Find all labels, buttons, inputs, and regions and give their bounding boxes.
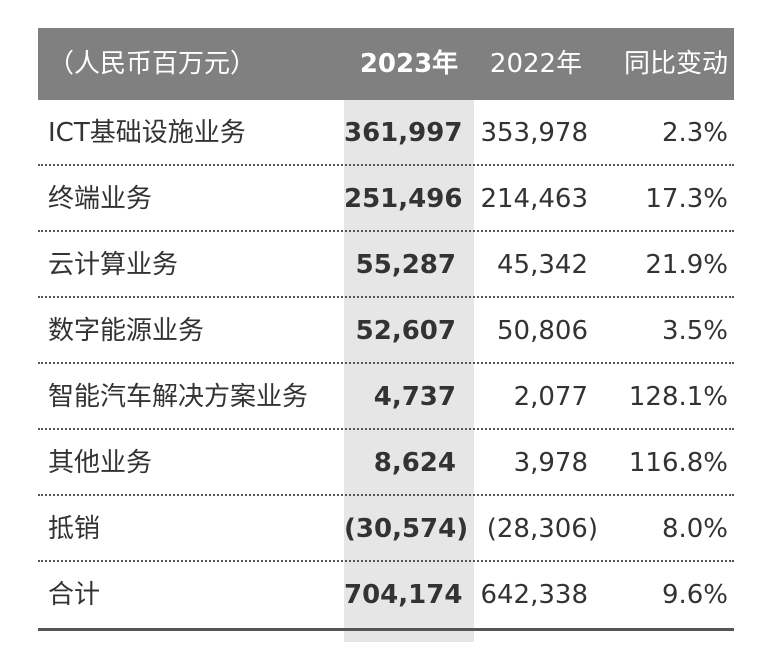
yoy-change: 116.8% — [628, 448, 728, 478]
table-row: 终端业务 251,496 214,463 17.3% — [38, 166, 734, 232]
row-divider — [38, 428, 734, 430]
segment-name: 智能汽车解决方案业务 — [48, 382, 309, 412]
value-2023: 361,997 — [344, 118, 463, 148]
yoy-change: 3.5% — [661, 316, 728, 346]
yoy-change: 2.3% — [661, 118, 728, 148]
yoy-change: 8.0% — [661, 514, 728, 544]
header-change: 同比变动 — [623, 49, 728, 79]
yoy-change: 17.3% — [645, 184, 728, 214]
value-2022: 214,463 — [480, 184, 588, 214]
table-header: （人民币百万元） 2023年 2022年 同比变动 — [38, 28, 734, 100]
value-2023: 704,174 — [344, 580, 463, 610]
segment-name: 云计算业务 — [48, 250, 179, 280]
value-2022: (28,306) — [486, 514, 598, 544]
value-2023: 251,496 — [344, 184, 463, 214]
value-2022: 45,342 — [497, 250, 588, 280]
segment-name: 抵销 — [48, 514, 101, 544]
yoy-change: 128.1% — [628, 382, 728, 412]
value-2022: 2,077 — [513, 382, 588, 412]
yoy-change: 21.9% — [645, 250, 728, 280]
table-row: 数字能源业务 52,607 50,806 3.5% — [38, 298, 734, 364]
value-2022: 353,978 — [480, 118, 588, 148]
value-2022: 642,338 — [480, 580, 588, 610]
value-2023: 4,737 — [373, 382, 456, 412]
header-2022: 2022年 — [489, 49, 583, 79]
highlight-2023-column — [344, 100, 474, 642]
table-row: 其他业务 8,624 3,978 116.8% — [38, 430, 734, 496]
segment-name: 其他业务 — [48, 448, 153, 478]
table-row: 抵销 (30,574) (28,306) 8.0% — [38, 496, 734, 562]
row-divider — [38, 164, 734, 166]
segment-name: 合计 — [48, 580, 101, 610]
segment-name: 数字能源业务 — [48, 316, 205, 346]
table-row: 智能汽车解决方案业务 4,737 2,077 128.1% — [38, 364, 734, 430]
value-2023: 8,624 — [373, 448, 456, 478]
row-divider — [38, 494, 734, 496]
row-divider — [38, 362, 734, 364]
value-2023: 52,607 — [355, 316, 456, 346]
revenue-table: （人民币百万元） 2023年 2022年 同比变动 ICT基础设施业务 361,… — [38, 28, 734, 642]
table-row: ICT基础设施业务 361,997 353,978 2.3% — [38, 100, 734, 166]
row-divider — [38, 296, 734, 298]
table-body: ICT基础设施业务 361,997 353,978 2.3% 终端业务 251,… — [38, 100, 734, 631]
row-divider — [38, 230, 734, 232]
table-bottom-rule — [38, 628, 734, 631]
value-2023: (30,574) — [344, 514, 469, 544]
value-2022: 50,806 — [497, 316, 588, 346]
row-divider — [38, 560, 734, 562]
unit-label: （人民币百万元） — [48, 49, 257, 79]
segment-name: 终端业务 — [48, 184, 153, 214]
yoy-change: 9.6% — [661, 580, 728, 610]
segment-name: ICT基础设施业务 — [48, 118, 246, 148]
header-2023: 2023年 — [359, 49, 459, 79]
total-row: 合计 704,174 642,338 9.6% — [38, 562, 734, 631]
value-2022: 3,978 — [513, 448, 588, 478]
table-row: 云计算业务 55,287 45,342 21.9% — [38, 232, 734, 298]
value-2023: 55,287 — [355, 250, 456, 280]
